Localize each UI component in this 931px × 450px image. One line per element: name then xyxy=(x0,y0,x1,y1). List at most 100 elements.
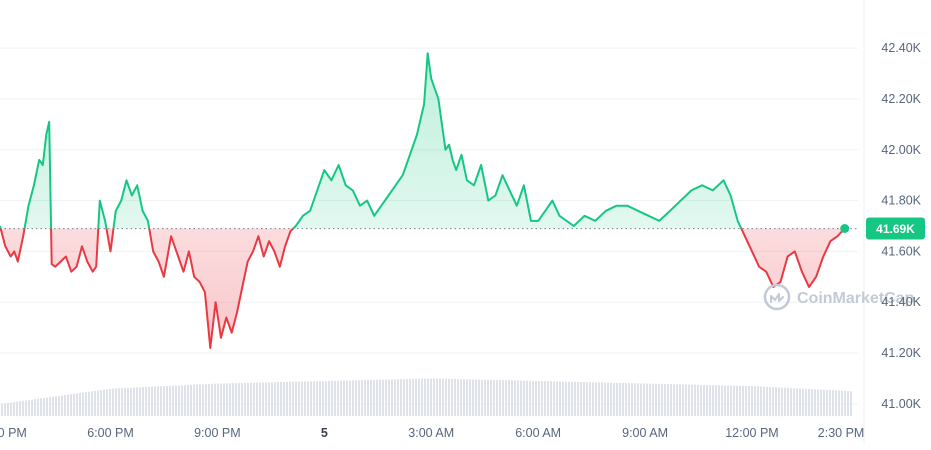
volume-bar xyxy=(319,381,321,416)
price-line-series[interactable] xyxy=(0,52,846,349)
volume-bar xyxy=(622,383,624,416)
volume-bar xyxy=(346,380,348,416)
price-line-up[interactable] xyxy=(0,52,845,348)
volume-bar xyxy=(391,379,393,416)
volume-bar xyxy=(322,381,324,416)
volume-bar xyxy=(634,383,636,416)
volume-bar xyxy=(334,380,336,416)
area-below-baseline xyxy=(0,228,845,348)
watermark: CoinMarketCap xyxy=(763,283,915,311)
volume-bar xyxy=(55,396,57,416)
volume-bar xyxy=(616,382,618,416)
x-tick-label: 9:00 AM xyxy=(622,426,668,440)
volume-bar xyxy=(478,379,480,416)
volume-bar xyxy=(412,378,414,416)
volume-bar xyxy=(337,380,339,416)
area-above-baseline xyxy=(0,53,845,229)
current-price-label: 41.69K xyxy=(876,222,915,236)
volume-bar xyxy=(433,378,435,416)
volume-bar xyxy=(724,385,726,416)
volume-bar xyxy=(439,378,441,416)
volume-bar xyxy=(271,382,273,416)
volume-bar xyxy=(163,386,165,416)
volume-bar xyxy=(160,386,162,416)
volume-bar xyxy=(106,389,108,416)
volume-bar xyxy=(79,392,81,416)
volume-bar xyxy=(199,384,201,416)
volume-bar xyxy=(223,383,225,416)
volume-bar xyxy=(229,383,231,416)
volume-bar xyxy=(244,382,246,416)
volume-bar xyxy=(604,382,606,416)
volume-bar xyxy=(127,387,129,416)
x-tick-label: 6:00 AM xyxy=(515,426,561,440)
volume-bar xyxy=(172,385,174,416)
volume-bar xyxy=(655,383,657,416)
x-tick-label: 3:00 AM xyxy=(408,426,454,440)
volume-bar xyxy=(475,379,477,416)
volume-bar xyxy=(331,380,333,416)
volume-bar xyxy=(304,381,306,416)
volume-bar xyxy=(559,381,561,416)
volume-bar xyxy=(442,378,444,416)
volume-bar xyxy=(577,381,579,416)
volume-bar xyxy=(613,382,615,416)
current-price-dot[interactable] xyxy=(840,224,850,233)
volume-bar xyxy=(721,385,723,416)
volume-bar xyxy=(715,385,717,416)
volume-bar xyxy=(34,399,36,416)
volume-bar xyxy=(181,385,183,416)
volume-bar xyxy=(277,382,279,416)
volume-bar xyxy=(94,390,96,416)
x-tick-label: 3:00 PM xyxy=(0,426,27,440)
volume-bar xyxy=(253,382,255,416)
volume-bar xyxy=(436,378,438,416)
volume-bar xyxy=(31,399,33,416)
volume-bar xyxy=(109,388,111,416)
volume-bar xyxy=(523,380,525,416)
volume-bar xyxy=(307,381,309,416)
x-axis-ticks: 3:00 PM 6:00 PM 9:00 PM 5 3:00 AM 6:00 AM 9:00… xyxy=(0,426,864,440)
volume-bar xyxy=(487,379,489,416)
volume-bar xyxy=(262,382,264,416)
volume-bar xyxy=(628,383,630,416)
volume-bar xyxy=(772,387,774,416)
volume-bar xyxy=(520,380,522,416)
volume-bar xyxy=(352,380,354,416)
volume-bar xyxy=(517,380,519,416)
volume-bar xyxy=(175,385,177,416)
volume-bar xyxy=(706,385,708,416)
volume-bar xyxy=(22,400,24,416)
volume-bar xyxy=(457,379,459,416)
volume-bar xyxy=(382,379,384,416)
volume-bar xyxy=(316,381,318,416)
volume-bar xyxy=(748,385,750,416)
watermark-text: CoinMarketCap xyxy=(797,290,915,307)
volume-bar xyxy=(184,385,186,416)
volume-bar xyxy=(388,379,390,416)
volume-bar xyxy=(130,387,132,416)
volume-bar xyxy=(661,383,663,416)
volume-bar xyxy=(169,385,171,416)
volume-bar xyxy=(730,385,732,416)
x-tick-label: 6:00 PM xyxy=(87,426,134,440)
volume-bar xyxy=(676,384,678,416)
volume-bar xyxy=(787,387,789,416)
volume-bar xyxy=(850,391,852,416)
volume-bar xyxy=(394,379,396,416)
volume-bar xyxy=(727,385,729,416)
volume-bar xyxy=(451,378,453,416)
volume-bar xyxy=(781,387,783,416)
volume-bar xyxy=(499,380,501,416)
volume-bar xyxy=(367,379,369,416)
volume-bar xyxy=(463,379,465,416)
volume-bar xyxy=(847,391,849,416)
volume-bar xyxy=(592,382,594,416)
x-tick-label: 9:00 PM xyxy=(194,426,241,440)
volume-bar xyxy=(448,378,450,416)
y-tick-label: 41.80K xyxy=(881,194,921,208)
volume-bar xyxy=(73,393,75,416)
volume-bar xyxy=(340,380,342,416)
